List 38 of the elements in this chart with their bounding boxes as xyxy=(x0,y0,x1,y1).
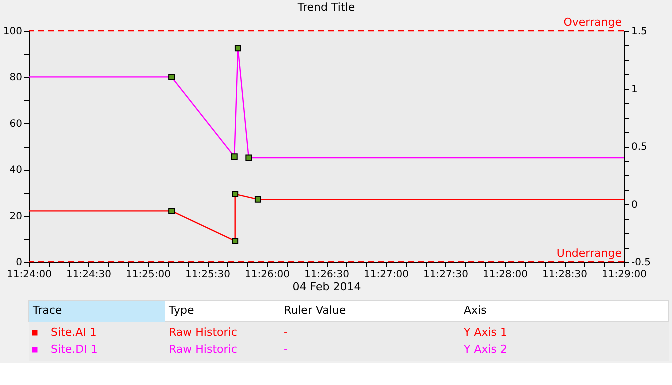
text: Y Axis 2 xyxy=(463,343,508,356)
x-tick-label: 11:26:30 xyxy=(304,270,350,280)
y-tick-label: 100 xyxy=(3,26,22,38)
y-tick-label: 0 xyxy=(16,258,22,268)
y-tick-label: 80 xyxy=(10,72,22,84)
ref-line-label: Overrange xyxy=(564,16,622,29)
ref-line-label: Underrange xyxy=(556,247,622,260)
x-tick-label: 11:24:00 xyxy=(7,270,52,280)
x-tick-label: 11:25:30 xyxy=(186,270,230,280)
x-tick-label: 11:28:30 xyxy=(542,270,588,280)
y2-tick-label: 0 xyxy=(632,200,638,211)
y2-tick-label: 0.5 xyxy=(632,142,648,153)
y2-tick-label: 1.5 xyxy=(632,26,648,38)
x-axis-title: 04 Feb 2014 xyxy=(292,280,362,294)
x-tick-label: 11:29:00 xyxy=(602,270,647,280)
text: Ruler Value xyxy=(284,304,346,317)
x-tick-label: 11:24:30 xyxy=(66,270,112,280)
x-tick-label: 11:28:00 xyxy=(483,270,528,280)
text: Axis xyxy=(464,304,488,317)
chart-title: Trend Title xyxy=(296,1,356,14)
x-tick-label: 11:25:00 xyxy=(126,270,171,280)
text: - xyxy=(284,343,288,356)
x-tick-label: 11:27:00 xyxy=(364,270,409,280)
y2-tick-label: 1 xyxy=(632,84,638,96)
text: - xyxy=(284,326,288,339)
text: Y Axis 1 xyxy=(463,326,508,339)
x-tick-label: 11:26:00 xyxy=(245,270,290,280)
text: Raw Historic xyxy=(169,326,238,339)
y-tick-label: 60 xyxy=(10,118,22,130)
text: Trace xyxy=(32,304,62,317)
y-tick-label: 20 xyxy=(10,211,22,222)
legend-label: Site.AI 1 xyxy=(51,326,97,339)
x-tick-label: 11:27:30 xyxy=(424,270,468,280)
legend-label: Site.DI 1 xyxy=(51,343,98,356)
text: Type xyxy=(168,304,194,317)
y-tick-label: 40 xyxy=(10,165,22,176)
y2-tick-label: -0.5 xyxy=(632,258,652,268)
text: Raw Historic xyxy=(169,343,238,356)
